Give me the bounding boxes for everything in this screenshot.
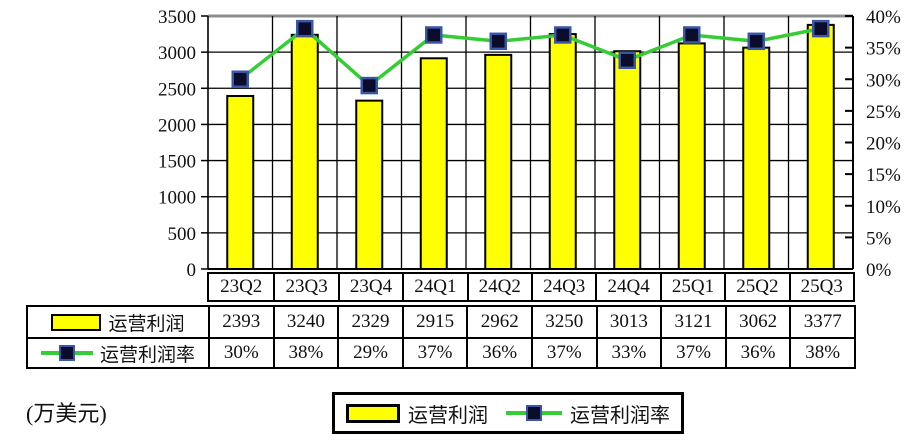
legend-bar-swatch-icon [346,403,400,423]
value-cell: 36% [724,337,790,367]
legend-bar-label: 运营利润 [408,404,488,427]
value-cell: 3013 [595,307,661,337]
series-name: 运营利润率 [99,344,195,366]
value-cell: 38% [789,337,854,367]
right-axis-tick-label: 25% [866,102,901,123]
left-axis-tick-label: 1500 [158,152,196,173]
value-cell: 3377 [789,307,854,337]
value-cell: 30% [208,337,273,367]
line-marker [231,70,249,88]
left-axis-tick-label: 2000 [158,115,196,136]
value-cell: 37% [660,337,725,367]
category-cell: 23Q3 [273,274,337,300]
value-cell: 29% [337,337,402,367]
chart-canvas: 3500 3000 2500 2000 1500 1000 500 0 40% 35% 30% 25%… [158,7,901,281]
bar [290,33,319,271]
bar-swatch-icon [51,313,102,331]
right-axis-tick-label: 10% [866,197,901,218]
line-marker [683,26,701,44]
bar [548,33,577,271]
left-axis-tick-label: 1000 [158,188,196,209]
left-axis-tick-label: 2500 [158,79,196,100]
category-cell: 24Q2 [466,274,531,300]
category-cell: 23Q2 [220,276,263,297]
series-header-cell: 运营利润率 [28,337,208,367]
line-marker [618,51,636,70]
category-cell: 25Q1 [659,274,724,300]
line-marker [554,26,572,44]
right-axis-tick-label: 35% [866,39,901,60]
value-cell: 2962 [466,307,531,337]
bar [226,95,255,271]
value-cell: 2393 [208,307,273,337]
value-cell: 2329 [337,307,402,337]
value-cell: 36% [466,337,531,367]
value-cell: 37% [401,337,467,367]
line-marker [425,26,443,44]
category-cell: 25Q2 [724,274,788,300]
value-cell: 3121 [660,307,725,337]
bar [613,50,642,271]
data-table: 运营利润 2393 3240 2329 2915 2962 3250 3013 3121 3062… [26,305,856,369]
unit-label: (万美元) [26,401,107,426]
right-axis-tick-label: 30% [866,70,901,91]
category-cell: 24Q1 [402,274,466,300]
category-cell: 23Q4 [337,274,402,300]
line-swatch-icon [40,345,93,361]
table-category-row: 23Q2 23Q3 23Q4 24Q1 24Q2 24Q3 24Q4 25Q1 25Q2 25Q3 [207,272,855,302]
line-marker [489,32,507,51]
right-axis-tick-label: 20% [866,134,901,155]
right-axis-tick-label: 40% [866,7,901,28]
value-cell: 3062 [724,307,790,337]
bar [806,23,835,270]
category-cell: 24Q4 [595,274,659,300]
bar [419,57,448,271]
left-axis-tick-label: 3500 [158,7,196,28]
value-cell: 2915 [401,307,467,337]
right-axis-tick-label: 5% [866,228,892,249]
left-axis-tick-label: 3000 [158,43,196,64]
right-axis-tick-label: 0% [866,260,892,281]
bar [484,53,513,271]
bar [355,99,384,270]
legend-marker-icon [526,405,542,421]
marker-icon [58,345,75,361]
category-cell: 25Q3 [788,274,853,300]
legend-line-swatch-icon [506,405,562,421]
line-marker [747,32,765,51]
line-marker [360,76,378,95]
rate-line [239,26,822,88]
right-axis-tick-label: 15% [866,165,901,186]
bar [742,46,771,270]
value-cell: 33% [595,337,661,367]
left-axis-tick-label: 0 [187,260,197,281]
left-axis-tick-label: 500 [168,224,197,245]
bar [677,42,706,270]
legend: 运营利润 运营利润率 [332,392,684,434]
value-cell: 3250 [530,307,596,337]
line-marker [296,19,314,38]
value-cell: 3240 [272,307,338,337]
series-name: 运营利润 [108,313,185,335]
category-cell: 24Q3 [531,274,595,300]
legend-line-label: 运营利润率 [570,404,670,427]
value-cell: 37% [530,337,596,367]
value-cell: 38% [272,337,338,367]
line-marker [812,19,830,38]
series-header-cell: 运营利润 [28,307,208,337]
